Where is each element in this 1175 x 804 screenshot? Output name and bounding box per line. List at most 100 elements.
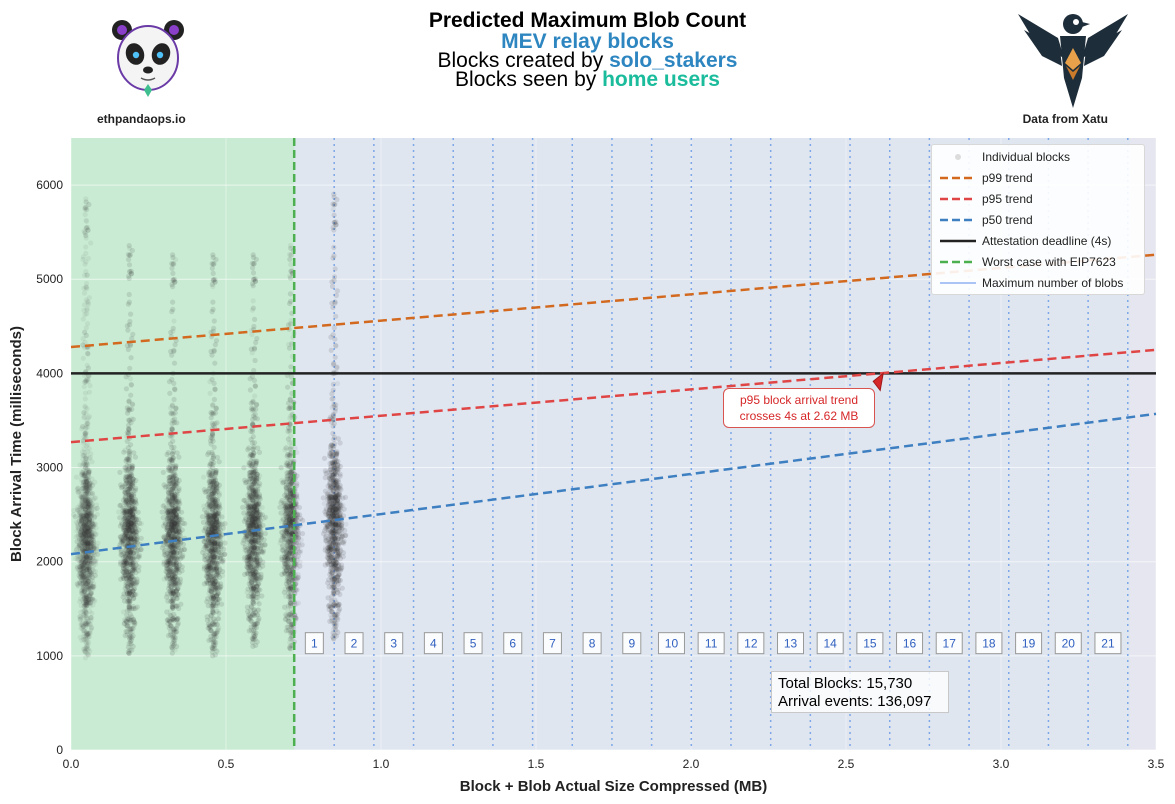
scatter-point [81,500,87,506]
scatter-point [81,534,87,540]
scatter-point [82,453,88,459]
scatter-point [82,588,88,594]
scatter-point [84,509,90,515]
scatter-point [84,602,90,608]
scatter-point [81,541,87,547]
scatter-point [82,329,88,336]
scatter-point [82,457,88,463]
scatter-point [83,207,89,213]
scatter-point [84,545,91,551]
scatter-point [171,318,177,324]
scatter-point [86,538,92,545]
scatter-point [79,535,85,541]
scatter-point [82,205,88,211]
scatter-point [82,528,89,534]
scatter-point [86,530,92,536]
scatter-point [83,536,89,542]
scatter-point [88,490,94,496]
scatter-point [83,521,89,527]
scatter-point [83,533,89,539]
scatter-point [88,518,94,524]
scatter-point [87,603,93,609]
scatter-point [86,552,92,558]
scatter-point [78,559,84,565]
scatter-point [170,299,176,305]
scatter-point [83,456,89,462]
scatter-point [83,424,89,430]
scatter-point [81,560,87,566]
scatter-point [84,499,91,505]
scatter-point [120,575,126,582]
scatter-point [128,536,134,542]
scatter-point [167,498,173,504]
scatter-point [85,321,91,327]
scatter-point [79,495,86,501]
scatter-point [163,594,170,600]
scatter-point [88,617,94,623]
scatter-point [85,620,91,626]
scatter-point [83,297,89,303]
scatter-point [122,567,128,574]
scatter-point [85,540,91,546]
scatter-point [90,497,96,503]
scatter-point [87,543,93,550]
scatter-point [79,528,85,534]
scatter-point [81,290,88,296]
scatter-point [126,275,132,281]
scatter-point [84,460,90,466]
scatter-point [78,609,84,615]
scatter-point [129,560,135,566]
scatter-point [170,438,176,444]
scatter-point [125,346,131,353]
scatter-point [81,607,87,614]
scatter-point [84,508,90,514]
scatter-point [84,476,90,482]
scatter-point [87,499,93,505]
scatter-point [81,531,87,538]
scatter-point [81,543,87,549]
scatter-point [167,390,173,396]
scatter-point [88,579,94,586]
scatter-point [79,588,85,594]
scatter-point [83,470,89,476]
scatter-point [77,493,83,499]
scatter-point [83,435,89,441]
scatter-point [85,481,91,487]
scatter-point [124,405,130,411]
scatter-point [79,449,86,455]
scatter-point [79,493,85,500]
scatter-point [83,332,89,338]
scatter-point [84,561,90,567]
scatter-point [83,268,89,275]
scatter-point [85,538,91,544]
scatter-point [172,472,178,478]
scatter-point [81,568,87,574]
scatter-point [80,524,86,530]
scatter-point [84,406,90,412]
scatter-point [79,526,85,533]
scatter-point [82,404,88,411]
scatter-point [76,527,82,534]
scatter-point [85,522,91,528]
scatter-point [82,498,88,505]
scatter-point [122,489,128,495]
scatter-point [81,504,87,510]
scatter-point [79,546,86,552]
scatter-point [81,410,87,416]
scatter-point [88,539,94,545]
scatter-point [85,415,91,421]
scatter-point [83,465,89,471]
scatter-point [86,501,92,507]
scatter-point [173,465,179,471]
scatter-point [82,571,88,577]
scatter-point [80,563,86,569]
scatter-point [86,539,92,545]
scatter-point [84,448,91,455]
scatter-point [85,255,91,261]
scatter-point [78,513,84,519]
scatter-point [83,250,89,256]
scatter-point [82,261,88,267]
scatter-point [90,602,96,608]
scatter-point [83,629,89,635]
scatter-point [83,476,89,482]
